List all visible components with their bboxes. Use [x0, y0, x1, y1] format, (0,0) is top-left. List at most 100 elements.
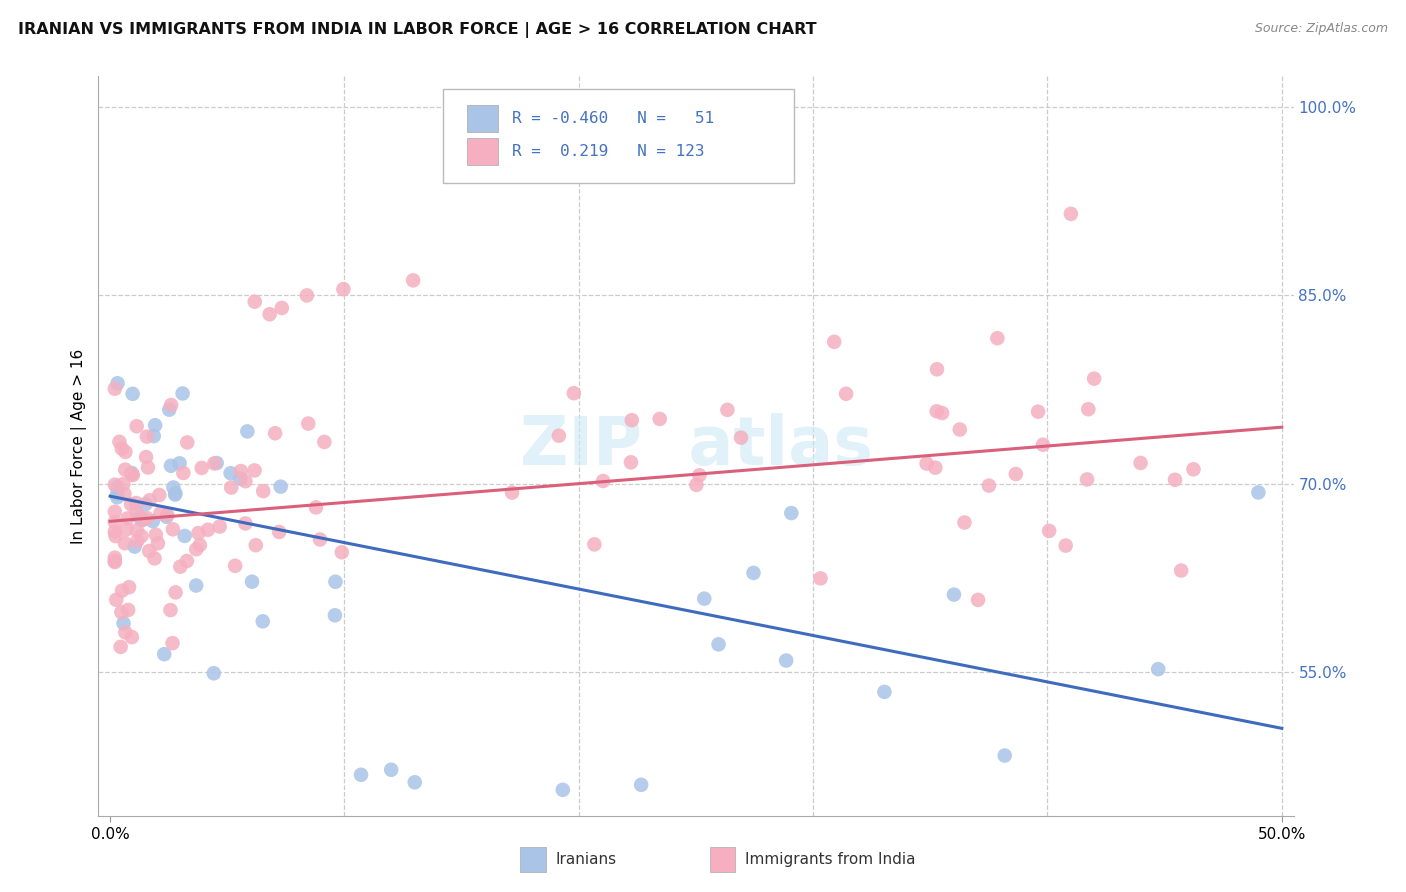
- Text: ZIP  atlas: ZIP atlas: [520, 413, 872, 479]
- Point: [136, 460, 159, 475]
- Point: [953, 516, 976, 530]
- Point: [156, 508, 179, 522]
- Point: [243, 463, 266, 477]
- Point: [162, 522, 184, 536]
- Point: [380, 763, 402, 777]
- Point: [264, 426, 287, 441]
- Point: [332, 282, 354, 296]
- Point: [114, 462, 136, 476]
- Point: [949, 422, 972, 436]
- Point: [172, 466, 194, 480]
- Point: [259, 307, 281, 321]
- Point: [117, 511, 139, 525]
- Point: [1076, 472, 1098, 486]
- Point: [121, 387, 143, 401]
- Point: [775, 653, 797, 667]
- Point: [111, 442, 134, 456]
- Point: [1054, 539, 1077, 553]
- Point: [148, 488, 170, 502]
- Point: [165, 585, 187, 599]
- Text: Iranians: Iranians: [555, 853, 616, 867]
- Point: [1083, 371, 1105, 385]
- Point: [187, 526, 209, 541]
- Point: [270, 480, 292, 494]
- Point: [108, 434, 131, 449]
- Point: [730, 431, 752, 445]
- Point: [117, 603, 139, 617]
- Point: [197, 523, 219, 537]
- Point: [173, 529, 195, 543]
- Point: [202, 666, 225, 681]
- Point: [136, 511, 159, 525]
- Point: [240, 574, 263, 589]
- Point: [688, 468, 710, 483]
- Point: [132, 512, 155, 526]
- Point: [131, 529, 153, 543]
- Point: [295, 288, 318, 302]
- Point: [925, 404, 948, 418]
- Point: [142, 429, 165, 443]
- Point: [685, 478, 707, 492]
- Point: [270, 301, 292, 315]
- Point: [309, 533, 332, 547]
- Point: [105, 480, 128, 494]
- Point: [114, 625, 136, 640]
- Point: [110, 640, 132, 654]
- Point: [323, 608, 346, 623]
- Point: [155, 509, 177, 524]
- Point: [176, 435, 198, 450]
- Point: [562, 386, 585, 401]
- Point: [1026, 405, 1049, 419]
- Point: [1129, 456, 1152, 470]
- Point: [620, 455, 643, 469]
- Point: [1164, 473, 1187, 487]
- Point: [245, 538, 267, 552]
- Point: [160, 458, 183, 473]
- Point: [104, 477, 127, 491]
- Point: [931, 406, 953, 420]
- Point: [229, 464, 252, 478]
- Point: [105, 487, 128, 501]
- Point: [235, 516, 257, 531]
- Point: [125, 523, 148, 537]
- Point: [143, 551, 166, 566]
- Point: [967, 592, 990, 607]
- Point: [547, 428, 569, 442]
- Point: [172, 386, 194, 401]
- Point: [305, 500, 328, 515]
- Point: [104, 554, 127, 568]
- Point: [810, 571, 832, 585]
- Point: [121, 466, 143, 480]
- Point: [693, 591, 716, 606]
- Point: [165, 487, 187, 501]
- Point: [1038, 524, 1060, 538]
- Text: Source: ZipAtlas.com: Source: ZipAtlas.com: [1254, 22, 1388, 36]
- Point: [915, 457, 938, 471]
- Point: [501, 485, 523, 500]
- Point: [1077, 402, 1099, 417]
- Point: [219, 466, 242, 480]
- Point: [169, 456, 191, 470]
- Point: [165, 486, 187, 500]
- Point: [330, 545, 353, 559]
- Y-axis label: In Labor Force | Age > 16: In Labor Force | Age > 16: [72, 349, 87, 543]
- Point: [188, 538, 211, 552]
- Text: Immigrants from India: Immigrants from India: [745, 853, 915, 867]
- Point: [219, 481, 242, 495]
- Point: [138, 544, 160, 558]
- Point: [592, 474, 614, 488]
- Point: [986, 331, 1008, 345]
- Point: [190, 461, 212, 475]
- Point: [1182, 462, 1205, 476]
- Point: [1060, 207, 1083, 221]
- Point: [404, 775, 426, 789]
- Point: [402, 273, 425, 287]
- Point: [325, 574, 347, 589]
- Point: [138, 493, 160, 508]
- Point: [269, 524, 291, 539]
- Point: [104, 524, 127, 539]
- Point: [125, 505, 148, 519]
- Point: [1032, 438, 1054, 452]
- Point: [104, 529, 127, 543]
- Point: [1004, 467, 1026, 481]
